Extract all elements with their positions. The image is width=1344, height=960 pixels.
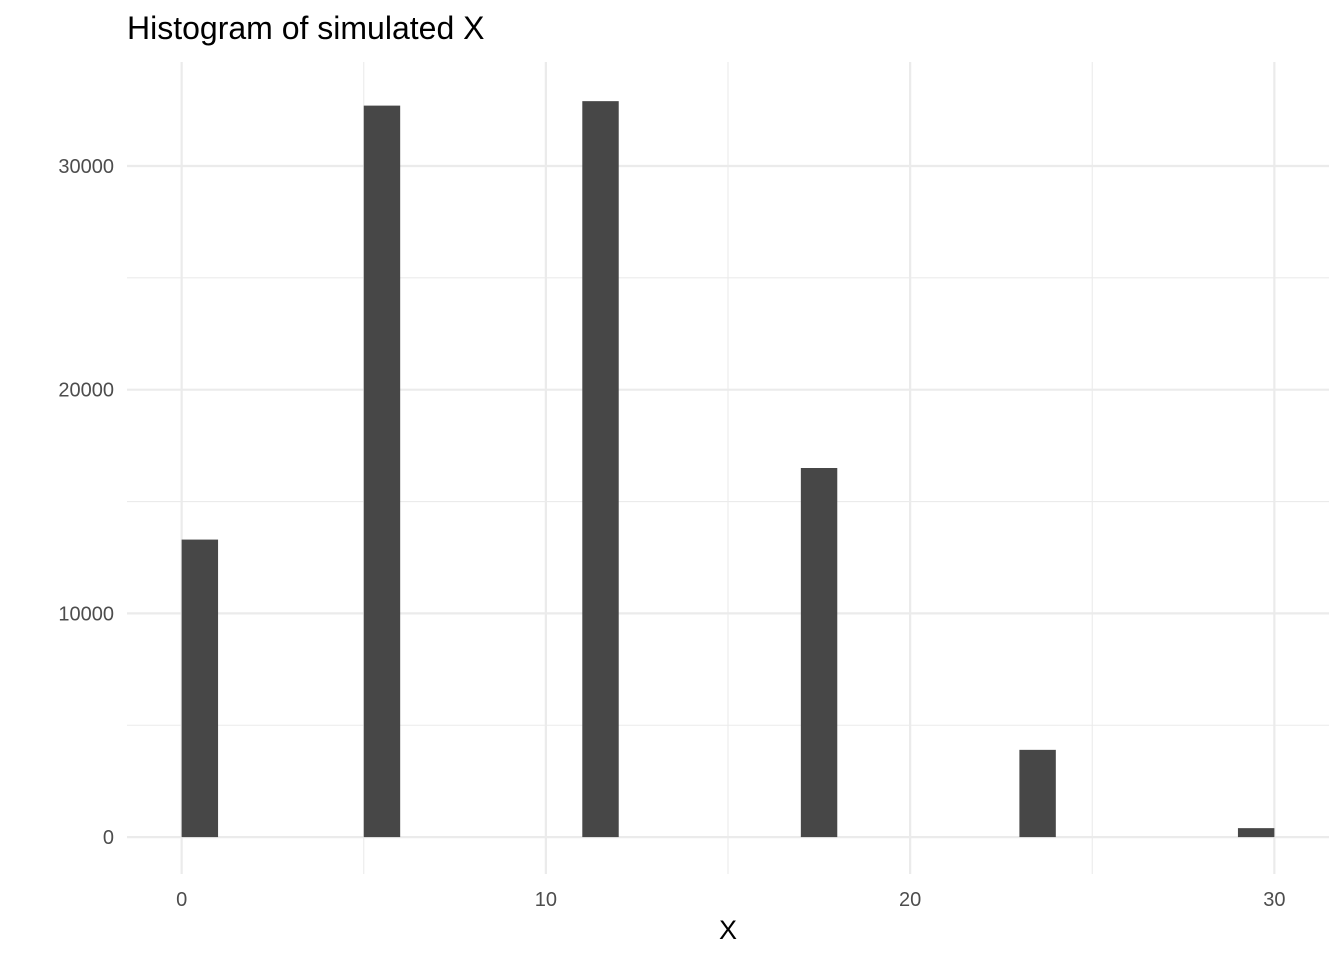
tick-labels: 0 10 20 30 0 10000 20000 30000	[58, 156, 1285, 911]
y-tick-label: 20000	[58, 380, 114, 402]
y-tick-label: 30000	[58, 156, 114, 178]
histogram-bar-3	[800, 468, 838, 838]
histogram-bar-0	[181, 539, 219, 838]
x-tick-label: 0	[176, 889, 187, 911]
histogram-bar-5	[1237, 828, 1275, 838]
y-tick-label: 0	[103, 827, 114, 849]
x-tick-label: 20	[899, 889, 921, 911]
histogram-bar-2	[582, 101, 619, 838]
histogram-bar-4	[1019, 749, 1056, 838]
histogram-bar-1	[363, 105, 401, 838]
x-axis-label: X	[719, 915, 737, 945]
histogram-bars	[181, 101, 1275, 838]
chart-title: Histogram of simulated X	[127, 10, 484, 46]
x-tick-label: 10	[535, 889, 557, 911]
y-tick-label: 10000	[58, 603, 114, 625]
x-tick-label: 30	[1263, 889, 1285, 911]
